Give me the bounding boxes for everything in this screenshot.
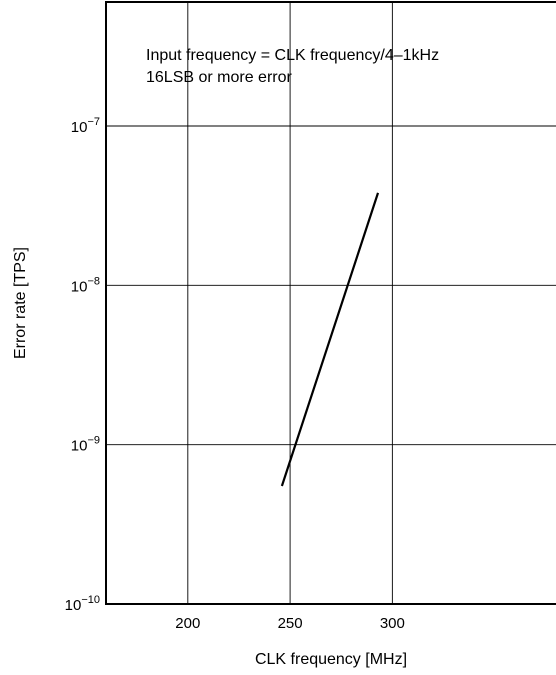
annotation-lsb-error: 16LSB or more error [146, 69, 293, 86]
y-tick-label: 10−10 [65, 594, 100, 614]
y-tick-label: 10−7 [71, 116, 100, 136]
y-axis-ticks: 10−10 10−9 10−8 10−7 [65, 116, 100, 614]
series-line-0 [280, 192, 380, 487]
x-tick-label: 250 [278, 615, 303, 632]
x-axis-ticks: 200 250 300 [175, 615, 405, 632]
x-tick-label: 200 [175, 615, 200, 632]
x-tick-label: 300 [380, 615, 405, 632]
y-tick-label: 10−8 [71, 275, 100, 295]
x-axis-title: CLK frequency [MHz] [255, 651, 407, 668]
y-axis-title: Error rate [TPS] [12, 247, 29, 359]
grid [106, 2, 556, 604]
annotation-input-frequency: Input frequency = CLK frequency/4–1kHz [146, 47, 439, 64]
series-layer [280, 192, 380, 487]
y-tick-label: 10−9 [71, 435, 100, 455]
plot-frame [105, 1, 556, 605]
